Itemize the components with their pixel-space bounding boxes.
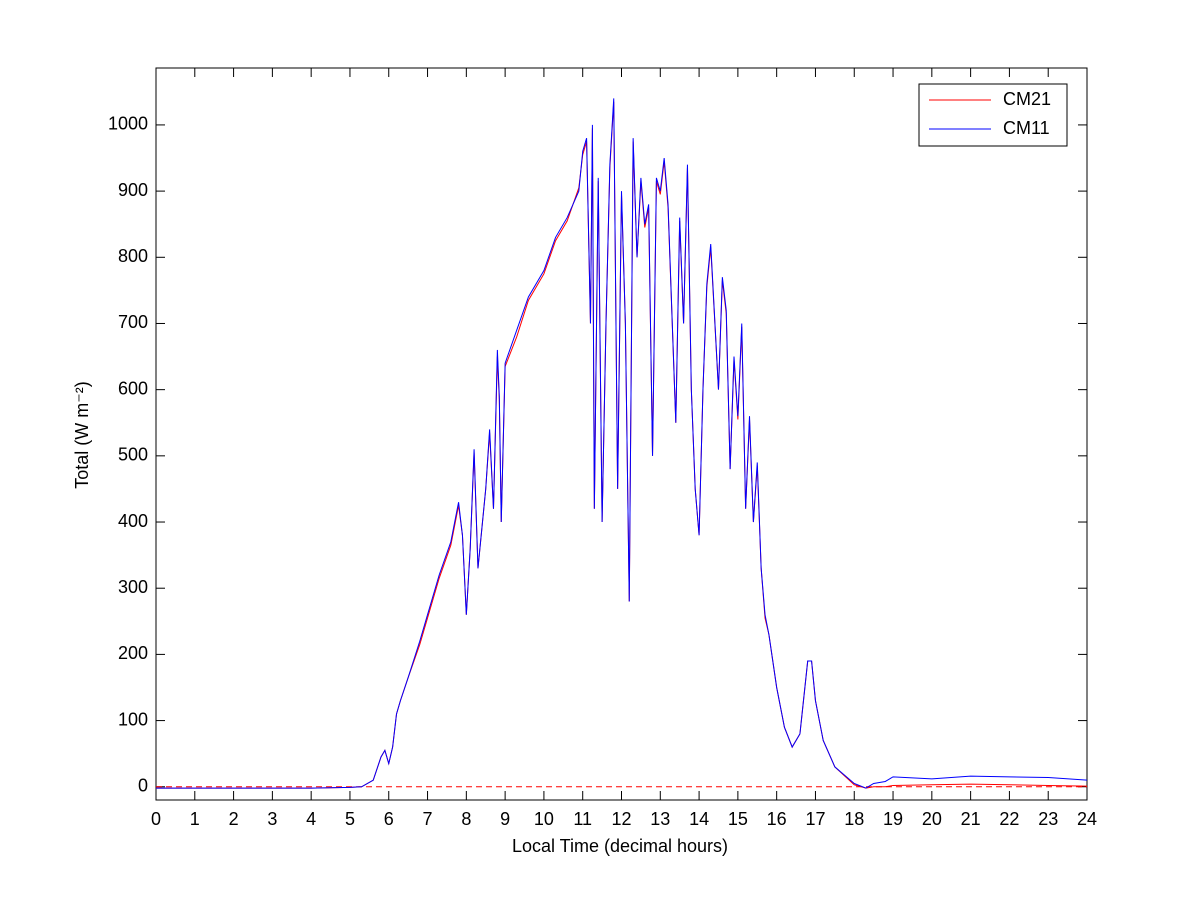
x-tick-label: 18 — [844, 809, 864, 829]
legend-label: CM21 — [1003, 89, 1051, 109]
x-tick-label: 15 — [728, 809, 748, 829]
x-tick-label: 7 — [423, 809, 433, 829]
y-tick-label: 700 — [118, 312, 148, 332]
data-line — [156, 98, 1088, 789]
x-axis-label: Local Time (decimal hours) — [512, 836, 728, 856]
x-tick-label: 20 — [922, 809, 942, 829]
x-tick-label: 19 — [883, 809, 903, 829]
y-tick-label: 200 — [118, 643, 148, 663]
y-tick-label: 600 — [118, 378, 148, 398]
x-tick-label: 14 — [689, 809, 709, 829]
x-tick-label: 24 — [1077, 809, 1097, 829]
x-tick-label: 9 — [500, 809, 510, 829]
x-tick-label: 22 — [999, 809, 1019, 829]
legend-label: CM11 — [1003, 118, 1050, 138]
y-tick-label: 500 — [118, 445, 148, 465]
y-tick-label: 0 — [138, 776, 148, 796]
x-tick-label: 4 — [306, 809, 316, 829]
x-tick-label: 8 — [461, 809, 471, 829]
y-tick-label: 300 — [118, 577, 148, 597]
y-axis-label: Total (W m⁻²) — [72, 381, 92, 489]
x-tick-label: 11 — [573, 809, 592, 829]
x-tick-label: 5 — [345, 809, 355, 829]
x-tick-label: 10 — [534, 809, 554, 829]
x-tick-label: 17 — [805, 809, 825, 829]
x-tick-label: 6 — [384, 809, 394, 829]
y-tick-label: 1000 — [108, 114, 148, 134]
x-tick-label: 12 — [611, 809, 631, 829]
x-tick-label: 3 — [267, 809, 277, 829]
x-tick-label: 16 — [767, 809, 787, 829]
x-tick-label: 21 — [961, 809, 981, 829]
x-tick-label: 0 — [151, 809, 161, 829]
y-tick-label: 800 — [118, 246, 148, 266]
x-tick-label: 1 — [190, 809, 200, 829]
legend-box — [918, 83, 1068, 147]
x-tick-label: 13 — [650, 809, 670, 829]
x-tick-label: 23 — [1038, 809, 1058, 829]
y-tick-label: 400 — [118, 511, 148, 531]
y-tick-label: 100 — [118, 709, 148, 729]
x-tick-label: 2 — [229, 809, 239, 829]
y-tick-label: 900 — [118, 180, 148, 200]
